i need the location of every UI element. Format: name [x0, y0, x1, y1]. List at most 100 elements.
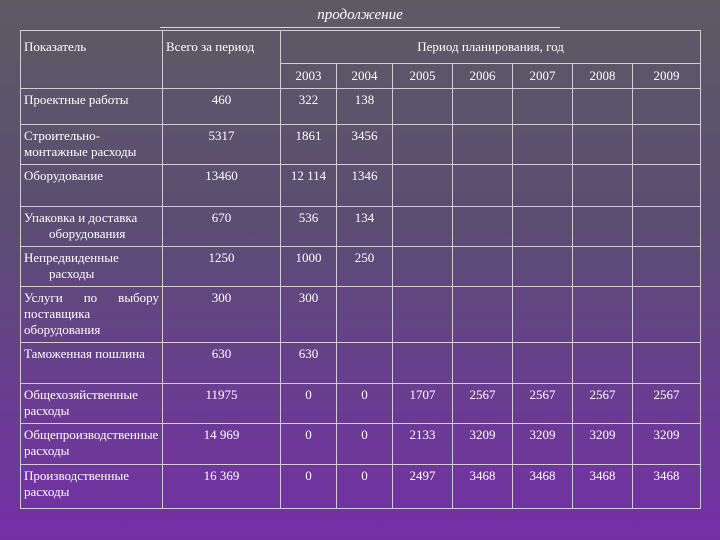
cell-value	[572, 88, 633, 125]
cell-value: 0	[280, 383, 337, 424]
header-total: Всего за период	[162, 30, 281, 89]
row-label: Общепроизводственные расходы	[20, 423, 163, 465]
table-row: Производственные расходы 16 369 0 0 2497…	[20, 464, 702, 509]
header-year: 2004	[336, 63, 393, 89]
cell-value: 3468	[452, 464, 513, 509]
cell-value	[452, 342, 513, 384]
cell-value: 2567	[572, 383, 633, 424]
cell-value: 3209	[452, 423, 513, 465]
cell-value	[452, 206, 513, 247]
cell-value: 0	[280, 464, 337, 509]
header-year: 2009	[631, 63, 702, 89]
planning-table: Показатель Всего за период Период планир…	[20, 30, 702, 509]
cell-value	[512, 206, 573, 247]
cell-total: 460	[162, 88, 281, 125]
cell-value	[572, 286, 633, 343]
cell-value: 138	[336, 88, 393, 125]
cell-value: 2567	[512, 383, 573, 424]
cell-total: 630	[162, 342, 281, 384]
cell-value: 134	[336, 206, 393, 247]
table-row: Услуги по выбору поставщика оборудования…	[20, 286, 702, 343]
table-row: Упаковка и доставка оборудования 670 536…	[20, 206, 702, 247]
cell-value	[631, 124, 702, 165]
cell-value: 2567	[631, 383, 702, 424]
row-label: Упаковка и доставка оборудования	[20, 206, 163, 247]
row-label: Услуги по выбору поставщика оборудования	[20, 286, 163, 343]
header-year: 2007	[512, 63, 573, 89]
table-row: Проектные работы 460 322 138	[20, 88, 702, 125]
cell-value	[452, 286, 513, 343]
cell-value	[392, 246, 453, 287]
cell-value	[512, 88, 573, 125]
cell-value	[452, 88, 513, 125]
cell-value: 536	[280, 206, 337, 247]
table-row: Общехозяйственные расходы 11975 0 0 1707…	[20, 383, 702, 424]
header-period: Период планирования, год	[279, 30, 702, 64]
cell-value: 1707	[392, 383, 453, 424]
row-label: Проектные работы	[20, 88, 163, 125]
table-caption: продолжение	[317, 7, 403, 23]
row-label: Оборудование	[20, 164, 163, 207]
cell-value: 1346	[336, 164, 393, 207]
cell-total: 14 969	[162, 423, 281, 465]
cell-value	[512, 286, 573, 343]
cell-value	[631, 286, 702, 343]
cell-value	[392, 286, 453, 343]
cell-value	[512, 124, 573, 165]
cell-value	[392, 124, 453, 165]
header-year: 2006	[452, 63, 513, 89]
cell-value: 3468	[512, 464, 573, 509]
cell-value: 3209	[512, 423, 573, 465]
table-row: Оборудование 13460 12 114 1346	[20, 164, 702, 207]
cell-value	[452, 246, 513, 287]
cell-value	[572, 246, 633, 287]
cell-value	[631, 206, 702, 247]
cell-total: 16 369	[162, 464, 281, 509]
cell-value	[512, 246, 573, 287]
cell-total: 5317	[162, 124, 281, 165]
cell-value	[392, 206, 453, 247]
table-row: Общепроизводственные расходы 14 969 0 0 …	[20, 423, 702, 465]
cell-value	[392, 88, 453, 125]
cell-value: 3468	[572, 464, 633, 509]
cell-value: 250	[336, 246, 393, 287]
cell-total: 670	[162, 206, 281, 247]
cell-value: 0	[336, 464, 393, 509]
cell-value: 3209	[631, 423, 702, 465]
cell-value: 1000	[280, 246, 337, 287]
row-label: Таможенная пошлина	[20, 342, 163, 384]
cell-value	[631, 342, 702, 384]
cell-value	[631, 246, 702, 287]
cell-value: 0	[280, 423, 337, 465]
header-years-row: 2003 2004 2005 2006 2007 2008 2009	[21, 63, 702, 89]
header-row: Показатель Всего за период Период планир…	[20, 30, 702, 89]
cell-total: 11975	[162, 383, 281, 424]
cell-value	[336, 286, 393, 343]
cell-value	[392, 342, 453, 384]
cell-value	[631, 88, 702, 125]
table-row: Таможенная пошлина 630 630	[20, 342, 702, 384]
header-year: 2005	[392, 63, 453, 89]
row-label: Общехозяйственные расходы	[20, 383, 163, 424]
row-label: Строительно-монтажные расходы	[20, 124, 163, 165]
cell-value: 1861	[280, 124, 337, 165]
row-label: Непредвиденные расходы	[20, 246, 163, 287]
cell-value: 3209	[572, 423, 633, 465]
cell-value	[572, 206, 633, 247]
cell-value	[392, 164, 453, 207]
cell-value	[512, 164, 573, 207]
header-year: 2003	[280, 63, 337, 89]
table-row: Строительно-монтажные расходы 5317 1861 …	[20, 124, 702, 165]
cell-value: 2567	[452, 383, 513, 424]
cell-value: 2497	[392, 464, 453, 509]
cell-value	[572, 164, 633, 207]
cell-value	[631, 164, 702, 207]
cell-value	[572, 342, 633, 384]
row-label: Производственные расходы	[20, 464, 163, 509]
cell-value: 3456	[336, 124, 393, 165]
cell-value: 0	[336, 383, 393, 424]
cell-value	[452, 124, 513, 165]
caption-divider	[160, 27, 560, 28]
cell-value: 0	[336, 423, 393, 465]
table-row: Непредвиденные расходы 1250 1000 250	[20, 246, 702, 287]
